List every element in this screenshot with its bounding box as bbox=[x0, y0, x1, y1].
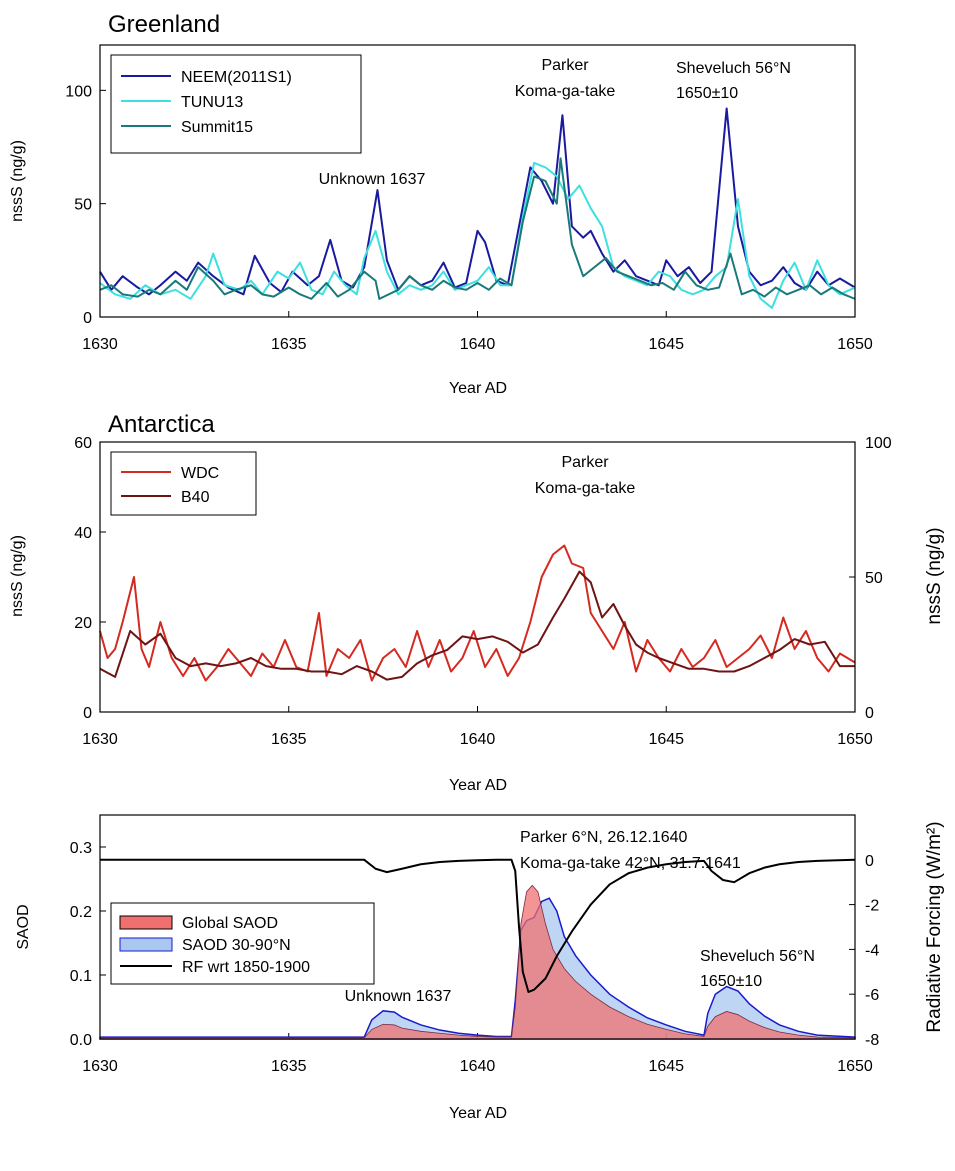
saod-y2-tick-label: -4 bbox=[865, 942, 879, 959]
saod-x-tick-label: 1645 bbox=[648, 1058, 684, 1075]
legend-label-global-saod: Global SAOD bbox=[182, 915, 278, 932]
antarctica-legend-box bbox=[110, 451, 257, 516]
legend-label-b40: B40 bbox=[181, 489, 210, 506]
saod-annotation-sheveluch: Sheveluch 56°N bbox=[700, 948, 815, 965]
antarctica-x-tick-label: 1630 bbox=[82, 731, 118, 748]
series-global-saod bbox=[99, 884, 856, 1040]
antarctica-annotation-koma-ga-take: Koma-ga-take bbox=[535, 480, 636, 497]
saod-plot-area: 1630 1635 1640 1645 1650 0.0 0.1 0.2 0.3 -8 -6 -4 -2… bbox=[70, 840, 880, 1075]
legend-label-rf: RF wrt 1850-1900 bbox=[182, 959, 310, 976]
saod-annotation-unknown-1637: Unknown 1637 bbox=[345, 988, 452, 1005]
legend-label-tunu13: TUNU13 bbox=[181, 94, 243, 111]
greenland-title: Greenland bbox=[108, 11, 220, 38]
saod-x-tick-label: 1650 bbox=[837, 1058, 873, 1075]
antarctica-plot-frame bbox=[99, 441, 856, 713]
antarctica-x-tick-label: 1645 bbox=[648, 731, 684, 748]
antarctica-plot-area: 1630 1635 1640 1645 1650 0 20 40 60 0 50 100 bbox=[74, 435, 892, 748]
greenland-x-tick-label: 1640 bbox=[460, 336, 496, 353]
greenland-x-axis-title: Year AD bbox=[449, 380, 507, 397]
saod-y-tick-label: 0.3 bbox=[70, 840, 92, 857]
saod-x-tick-label: 1635 bbox=[271, 1058, 307, 1075]
antarctica-legend: WDC B40 bbox=[110, 451, 257, 516]
greenland-x-tick-label: 1635 bbox=[271, 336, 307, 353]
greenland-annotation-koma-ga-take: Koma-ga-take bbox=[515, 83, 616, 100]
antarctica-y2-tick-label: 0 bbox=[865, 705, 874, 722]
saod-x-tick-label: 1630 bbox=[82, 1058, 118, 1075]
greenland-x-tick-label: 1630 bbox=[82, 336, 118, 353]
greenland-x-tick-label: 1650 bbox=[837, 336, 873, 353]
greenland-annotation-sheveluch: Sheveluch 56°N bbox=[676, 60, 791, 77]
antarctica-y2-tick-label: 50 bbox=[865, 570, 883, 587]
saod-panel: 1630 1635 1640 1645 1650 0.0 0.1 0.2 0.3 -8 -6 -4 -2… bbox=[15, 814, 945, 1122]
greenland-annotation-parker: Parker bbox=[541, 57, 589, 74]
saod-y-tick-label: 0.1 bbox=[70, 968, 92, 985]
antarctica-y-axis-title: nssS (ng/g) bbox=[9, 535, 26, 617]
antarctica-x-tick-label: 1640 bbox=[460, 731, 496, 748]
antarctica-y-tick-label: 60 bbox=[74, 435, 92, 452]
antarctica-x-tick-label: 1635 bbox=[271, 731, 307, 748]
saod-y2-tick-label: -8 bbox=[865, 1032, 879, 1049]
antarctica-y2-tick-label: 100 bbox=[865, 435, 892, 452]
antarctica-y-tick-label: 40 bbox=[74, 525, 92, 542]
series-wdc bbox=[99, 544, 856, 682]
series-tunu13 bbox=[99, 161, 856, 309]
antarctica-x-tick-label: 1650 bbox=[837, 731, 873, 748]
antarctica-y2-axis-title: nssS (ng/g) bbox=[924, 527, 945, 624]
antarctica-y-tick-label: 20 bbox=[74, 615, 92, 632]
greenland-x-tick-label: 1645 bbox=[648, 336, 684, 353]
saod-legend: Global SAOD SAOD 30-90°N RF wrt 1850-190… bbox=[110, 902, 375, 985]
greenland-y-tick-label: 100 bbox=[65, 83, 92, 100]
series-summit15 bbox=[99, 157, 856, 300]
greenland-panel: Greenland 1630 1635 1640 1645 1650 0 50 100 nss… bbox=[9, 11, 873, 397]
series-neem-2011s1 bbox=[99, 107, 856, 296]
saod-annotation-koma-ga-take: Koma-ga-take 42°N, 31.7.1641 bbox=[520, 855, 741, 872]
saod-y-tick-label: 0.0 bbox=[70, 1032, 92, 1049]
legend-label-saod-30-90n: SAOD 30-90°N bbox=[182, 937, 291, 954]
legend-label-wdc: WDC bbox=[181, 465, 219, 482]
saod-annotation-parker: Parker 6°N, 26.12.1640 bbox=[520, 829, 687, 846]
series-saod-30-90-n bbox=[99, 897, 856, 1040]
greenland-legend-box bbox=[110, 54, 362, 154]
greenland-legend: NEEM(2011S1) TUNU13 Summit15 bbox=[110, 54, 362, 154]
saod-y2-tick-label: -2 bbox=[865, 898, 879, 915]
antarctica-y-tick-label: 0 bbox=[83, 705, 92, 722]
antarctica-panel: Antarctica 1630 1635 1640 1645 1650 0 20 40 60 0 5… bbox=[9, 411, 945, 794]
saod-annotation-sheveluch-date: 1650±10 bbox=[700, 973, 762, 990]
greenland-y-tick-label: 0 bbox=[83, 310, 92, 327]
greenland-y-tick-label: 50 bbox=[74, 197, 92, 214]
saod-x-tick-label: 1640 bbox=[460, 1058, 496, 1075]
rf-y2-axis-title: Radiative Forcing (W/m²) bbox=[924, 821, 945, 1032]
legend-swatch-global-saod bbox=[119, 915, 173, 930]
greenland-annotation-sheveluch-date: 1650±10 bbox=[676, 85, 738, 102]
series-rf-wrt-1850-1900 bbox=[100, 858, 856, 993]
antarctica-annotation-parker: Parker bbox=[561, 454, 609, 471]
greenland-plot-area: 1630 1635 1640 1645 1650 0 50 100 bbox=[65, 83, 873, 353]
greenland-y-axis-title: nssS (ng/g) bbox=[9, 140, 26, 222]
greenland-plot-frame bbox=[99, 44, 856, 318]
saod-y2-tick-label: 0 bbox=[865, 853, 874, 870]
antarctica-x-axis-title: Year AD bbox=[449, 777, 507, 794]
saod-x-axis-title: Year AD bbox=[449, 1105, 507, 1122]
legend-label-neem: NEEM(2011S1) bbox=[181, 69, 292, 86]
saod-y-tick-label: 0.2 bbox=[70, 904, 92, 921]
saod-y-axis-title: SAOD bbox=[15, 904, 32, 949]
series-b40 bbox=[99, 570, 855, 681]
legend-label-summit15: Summit15 bbox=[181, 119, 253, 136]
antarctica-title: Antarctica bbox=[108, 411, 215, 438]
legend-swatch-saod-30-90n bbox=[119, 937, 173, 952]
saod-plot-frame bbox=[99, 814, 856, 1040]
greenland-annotation-unknown-1637: Unknown 1637 bbox=[319, 171, 426, 188]
saod-y2-tick-label: -6 bbox=[865, 987, 879, 1004]
